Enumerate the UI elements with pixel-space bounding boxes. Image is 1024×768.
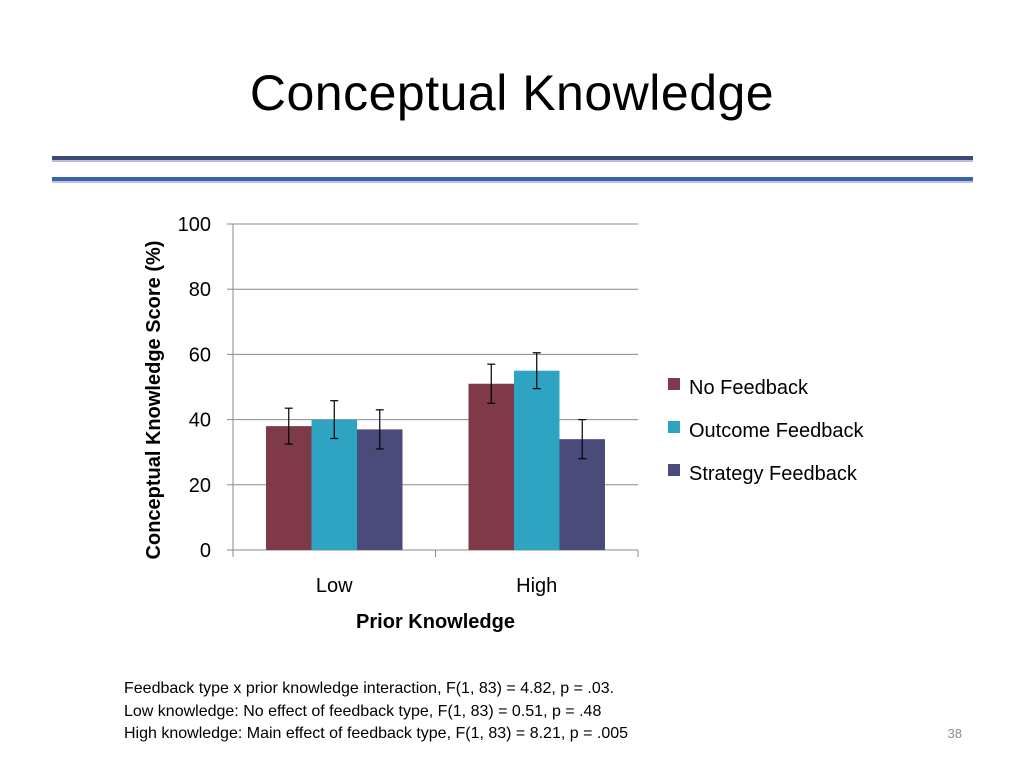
- page-number: 38: [947, 726, 962, 741]
- title-divider-bottom-shadow: [52, 181, 973, 183]
- footnote-low-knowledge: Low knowledge: No effect of feedback typ…: [124, 702, 602, 720]
- title-divider-bottom: [52, 177, 973, 181]
- title-divider-top: [52, 156, 973, 160]
- y-tick-label-60: 60: [189, 344, 211, 366]
- footnote-interaction: Feedback type x prior knowledge interact…: [124, 680, 615, 697]
- legend-label-1: Outcome Feedback: [689, 420, 865, 442]
- x-axis-title: Prior Knowledge: [356, 611, 515, 633]
- legend-swatch-0: [668, 378, 680, 390]
- title-divider-top-shadow: [52, 160, 973, 162]
- x-tick-label-low: Low: [316, 575, 353, 597]
- legend-swatch-1: [668, 421, 680, 433]
- legend-label-2: Strategy Feedback: [689, 463, 858, 485]
- y-axis-title: Conceptual Knowledge Score (%): [143, 241, 165, 560]
- bar-high-1: [514, 370, 560, 550]
- legend-swatch-2: [668, 464, 680, 476]
- legend-label-0: No Feedback: [689, 377, 809, 399]
- bar-high-0: [468, 383, 514, 550]
- y-tick-label-100: 100: [178, 214, 211, 236]
- y-tick-label-40: 40: [189, 410, 211, 432]
- bar-low-0: [266, 426, 312, 550]
- y-tick-label-20: 20: [189, 475, 211, 497]
- x-tick-label-high: High: [516, 575, 557, 597]
- statistics-footnote: Feedback type x prior knowledge interact…: [124, 678, 884, 746]
- footnote-high-knowledge: High knowledge: Main effect of feedback …: [124, 725, 629, 742]
- slide-title: Conceptual Knowledge: [249, 65, 775, 121]
- y-tick-label-0: 0: [200, 540, 211, 562]
- y-tick-label-80: 80: [189, 279, 211, 301]
- bar-low-1: [311, 419, 357, 550]
